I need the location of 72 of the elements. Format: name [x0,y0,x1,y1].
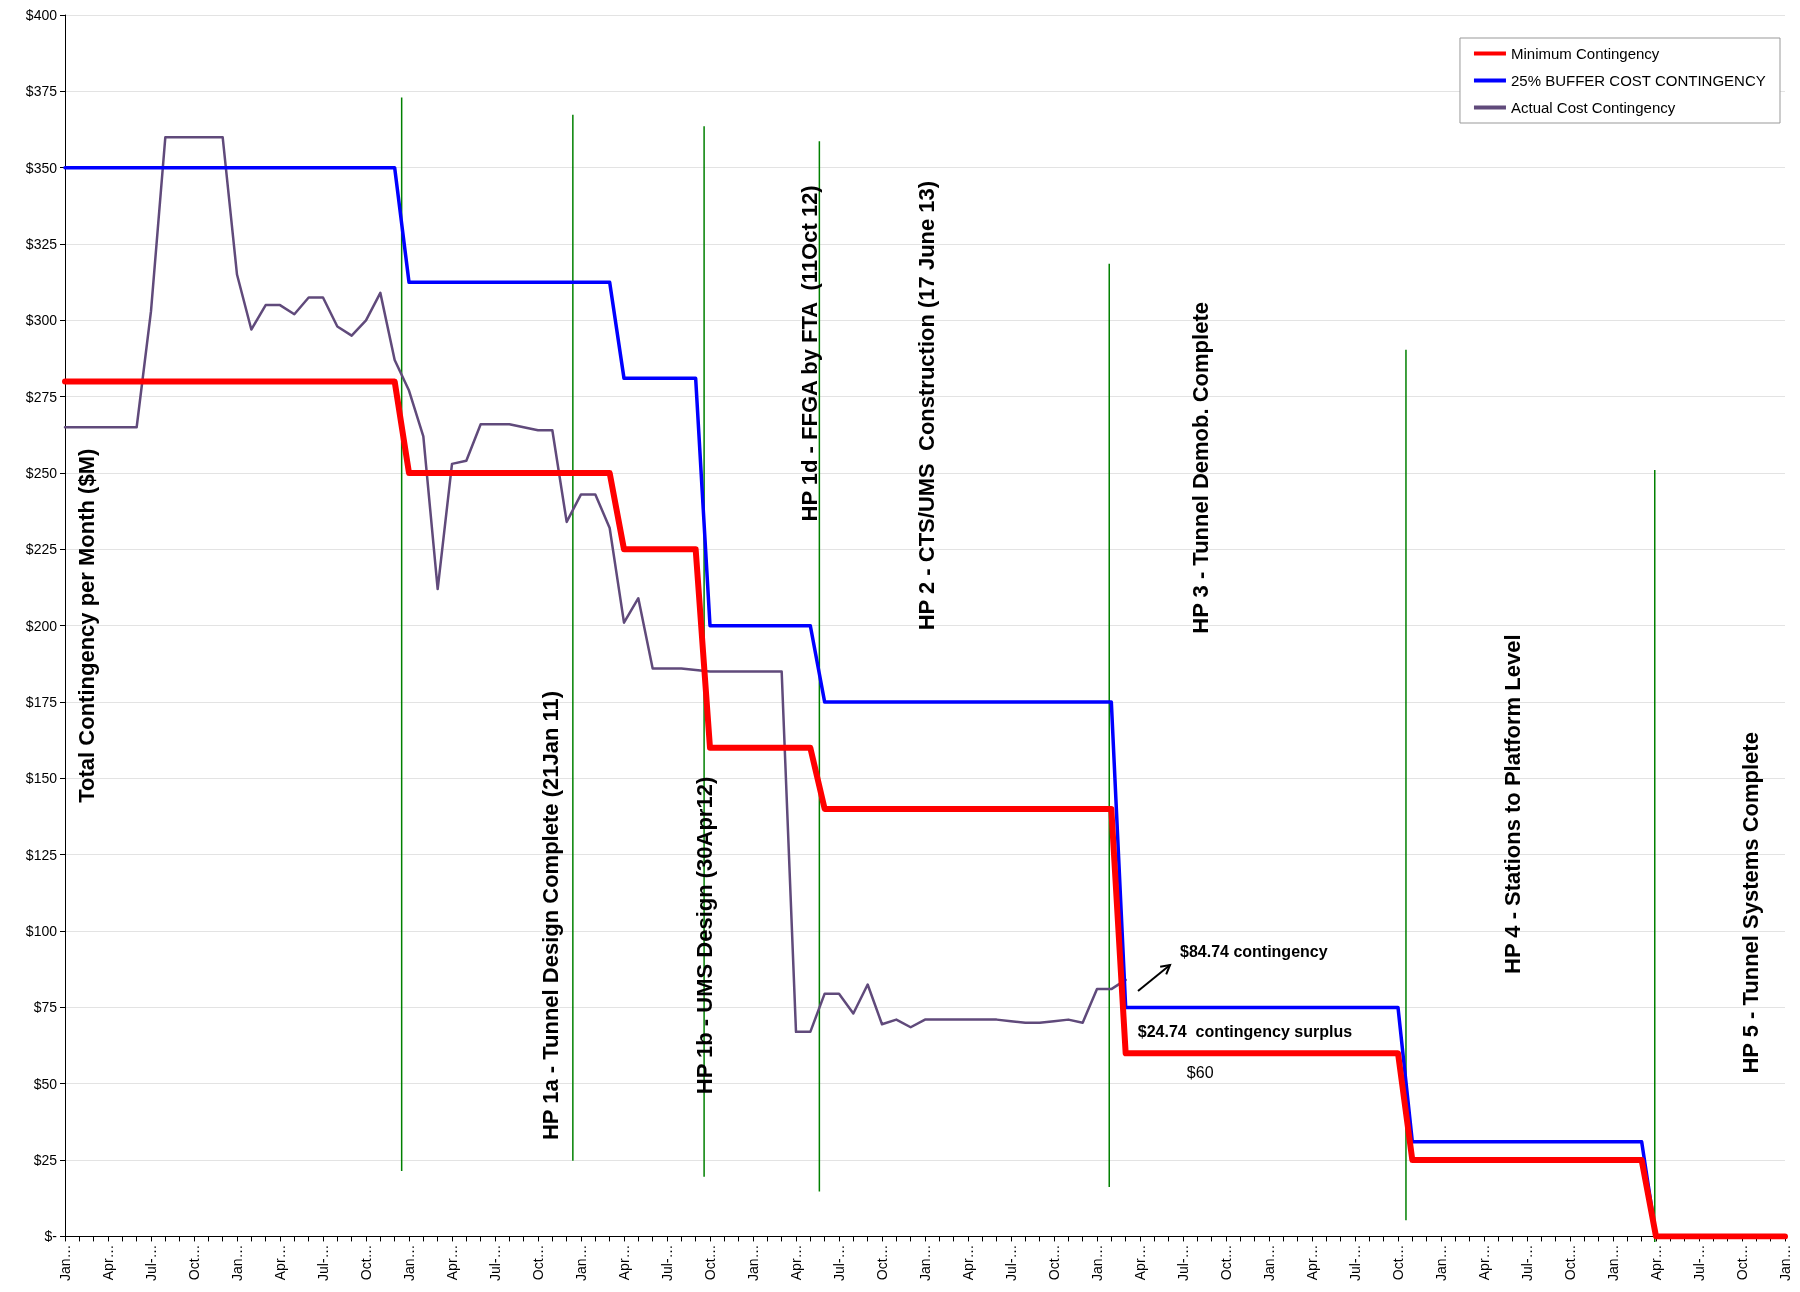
y-tick-label: $275 [25,388,58,405]
annotation: HP 1a - Tunnel Design Complete (21Jan 11) [537,690,563,1141]
x-tick-label: Jul-… [143,1244,159,1281]
y-tick-label: $100 [25,923,58,940]
x-tick-label: Apr… [960,1244,976,1281]
x-tick-label: Jan… [1089,1244,1105,1282]
y-tick-label: $175 [25,694,58,711]
x-tick-label: Jul-… [1175,1244,1191,1281]
x-tick-label: Apr… [444,1244,460,1281]
x-tick-label: Oct… [1046,1244,1062,1281]
x-tick-label: Jan… [229,1244,245,1282]
y-tick-label: $200 [25,617,58,634]
x-tick-label: Jan… [1777,1244,1793,1282]
legend-label: Actual Cost Contingency [1510,99,1676,116]
y-tick-label: $375 [25,83,58,100]
annotation: HP 3 - Tunnel Demob. Complete [1188,302,1214,634]
x-tick-label: Oct… [1390,1244,1406,1281]
y-axis-title: Total Contingency per Month ($M) [73,448,99,803]
x-tick-label: Oct… [358,1244,374,1281]
x-tick-label: Jul-… [831,1244,847,1281]
annotation: HP 1d - FFGA by FTA (11Oct 12) [796,185,822,522]
y-tick-label: $150 [25,770,58,787]
x-tick-label: Apr… [616,1244,632,1281]
x-tick-label: Jul-… [487,1244,503,1281]
x-tick-label: Jan… [1433,1244,1449,1282]
x-tick-label: Oct… [1218,1244,1234,1281]
y-tick-label: $75 [33,999,58,1016]
x-tick-label: Apr… [1648,1244,1664,1281]
y-tick-label: $125 [25,846,58,863]
x-tick-label: Jul-… [315,1244,331,1281]
x-tick-label: Oct… [702,1244,718,1281]
annotation: HP 2 - CTS/UMS Construction (17 June 13) [914,180,940,631]
x-tick-label: Jul-… [659,1244,675,1281]
x-tick-label: Jul-… [1003,1244,1019,1281]
x-tick-label: Jan… [1605,1244,1621,1282]
x-tick-label: Oct… [1562,1244,1578,1281]
x-tick-label: Apr… [272,1244,288,1281]
x-tick-label: Jan… [573,1244,589,1282]
x-tick-label: Oct… [530,1244,546,1281]
x-tick-label: Apr… [100,1244,116,1281]
x-tick-label: Jan… [57,1244,73,1282]
annotation: $84.74 contingency [1180,942,1328,960]
y-tick-label: $250 [25,465,58,482]
annotation: HP 5 - Tunnel Systems Complete [1738,732,1764,1074]
y-tick-label: $225 [25,541,58,558]
legend-label: Minimum Contingency [1510,45,1660,62]
annotation: HP 1b - UMS Design (30Apr12) [691,776,717,1095]
x-tick-label: Jul-… [1519,1244,1535,1281]
x-tick-label: Jan… [745,1244,761,1282]
x-tick-label: Jul-… [1691,1244,1707,1281]
x-tick-label: Oct… [874,1244,890,1281]
y-tick-label: $- [44,1228,58,1245]
legend-label: 25% BUFFER COST CONTINGENCY [1510,72,1766,89]
y-tick-label: $350 [25,159,58,176]
x-tick-label: Oct… [186,1244,202,1281]
annotation: $24.74 contingency surplus [1137,1022,1353,1040]
x-tick-label: Apr… [1304,1244,1320,1281]
x-tick-label: Apr… [1476,1244,1492,1281]
y-tick-label: $400 [25,7,58,23]
x-tick-label: Apr… [788,1244,804,1281]
annotation: HP 4 - Stations to Platform Level [1499,634,1525,974]
x-tick-label: Oct… [1734,1244,1750,1281]
y-tick-label: $325 [25,236,58,253]
y-tick-label: $50 [33,1075,58,1092]
y-tick-label: $25 [33,1152,58,1169]
x-tick-label: Jan… [401,1244,417,1282]
x-tick-label: Jan… [1261,1244,1277,1282]
x-tick-label: Jan… [917,1244,933,1282]
y-tick-label: $300 [25,312,58,329]
annotation: $60 [1186,1063,1214,1081]
x-tick-label: Jul-… [1347,1244,1363,1281]
x-tick-label: Apr… [1132,1244,1148,1281]
